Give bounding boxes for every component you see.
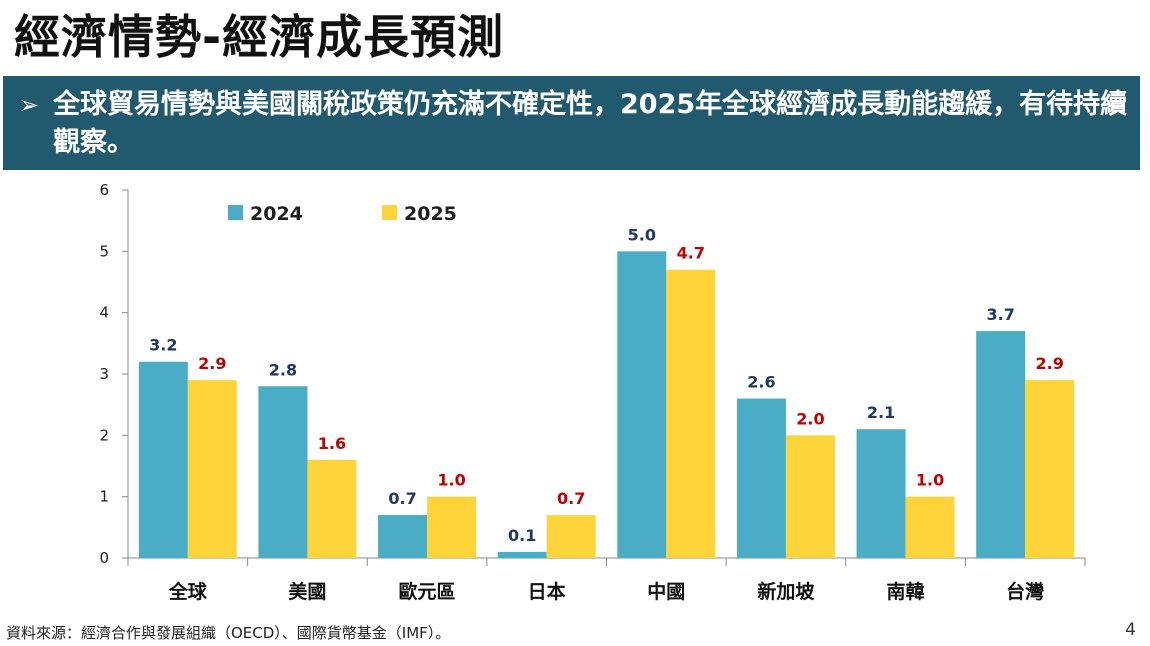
y-tick-label: 3 xyxy=(99,365,109,383)
data-label: 2.9 xyxy=(198,354,226,373)
x-category-label: 中國 xyxy=(647,580,685,603)
bar-2025-0 xyxy=(187,380,237,558)
data-label: 2.0 xyxy=(796,409,824,428)
x-category-label: 美國 xyxy=(288,580,326,603)
legend-swatch-2024 xyxy=(228,205,243,220)
legend-swatch-2025 xyxy=(382,205,397,220)
bar-2025-7 xyxy=(1025,380,1075,558)
bar-2025-3 xyxy=(546,515,596,558)
growth-forecast-bar-chart: 0 1 2 3 4 5 6 3.2 2.9 全球 2.8 1.6 美國 0.7 1.0 歐元區 0.1 0.7 日本… xyxy=(99,181,1086,603)
x-category-label: 南韓 xyxy=(887,580,925,603)
data-label: 1.0 xyxy=(916,471,944,490)
x-category-label: 全球 xyxy=(168,580,208,603)
data-label: 4.7 xyxy=(677,244,705,263)
data-label: 1.0 xyxy=(437,471,465,490)
data-label: 2.6 xyxy=(747,373,775,392)
x-category-label: 新加坡 xyxy=(757,580,815,603)
data-label: 2.1 xyxy=(867,403,895,422)
source-note: 資料來源：經濟合作與發展組織（OECD）、國際貨幣基金（IMF）。 xyxy=(6,624,451,642)
data-label: 3.2 xyxy=(149,336,177,355)
x-category-label: 日本 xyxy=(528,580,566,603)
summary-banner: ➢ 全球貿易情勢與美國關稅政策仍充滿不確定性，2025年全球經濟成長動能趨緩，有… xyxy=(3,76,1140,170)
y-tick-label: 1 xyxy=(99,488,109,506)
data-label: 1.6 xyxy=(318,434,346,453)
bar-2024-0 xyxy=(138,361,188,558)
page-title: 經濟情勢-經濟成長預測 xyxy=(14,10,505,64)
y-tick-label: 6 xyxy=(99,181,109,199)
x-category-label: 台灣 xyxy=(1006,580,1044,603)
data-label: 2.9 xyxy=(1036,354,1064,373)
y-tick-label: 0 xyxy=(99,549,109,567)
page-number: 4 xyxy=(1125,620,1136,640)
y-tick-label: 5 xyxy=(99,242,109,260)
bar-2025-4 xyxy=(666,269,716,558)
summary-text: 全球貿易情勢與美國關稅政策仍充滿不確定性，2025年全球經濟成長動能趨緩，有待持… xyxy=(53,89,1128,158)
bullet-arrow-icon: ➢ xyxy=(19,91,40,119)
y-tick-label: 4 xyxy=(99,304,109,322)
bar-2024-7 xyxy=(976,331,1026,558)
y-tick-label: 2 xyxy=(99,426,109,444)
legend-label: 2024 xyxy=(250,203,303,225)
bar-2024-6 xyxy=(856,429,906,558)
data-label: 0.7 xyxy=(557,489,585,508)
bar-2025-1 xyxy=(307,459,357,558)
bar-2025-5 xyxy=(785,435,835,558)
bar-2024-2 xyxy=(378,515,428,558)
data-label: 2.8 xyxy=(269,360,297,379)
bar-2024-4 xyxy=(617,251,667,558)
bar-2025-2 xyxy=(427,496,477,558)
x-category-label: 歐元區 xyxy=(399,580,456,603)
bar-2025-6 xyxy=(905,496,955,558)
bar-2024-1 xyxy=(258,386,308,558)
data-label: 0.1 xyxy=(508,526,536,545)
bar-2024-3 xyxy=(497,551,547,558)
legend-label: 2025 xyxy=(404,203,457,225)
data-label: 0.7 xyxy=(388,489,416,508)
data-label: 3.7 xyxy=(987,305,1015,324)
data-label: 5.0 xyxy=(628,225,656,244)
bar-2024-5 xyxy=(736,398,786,558)
